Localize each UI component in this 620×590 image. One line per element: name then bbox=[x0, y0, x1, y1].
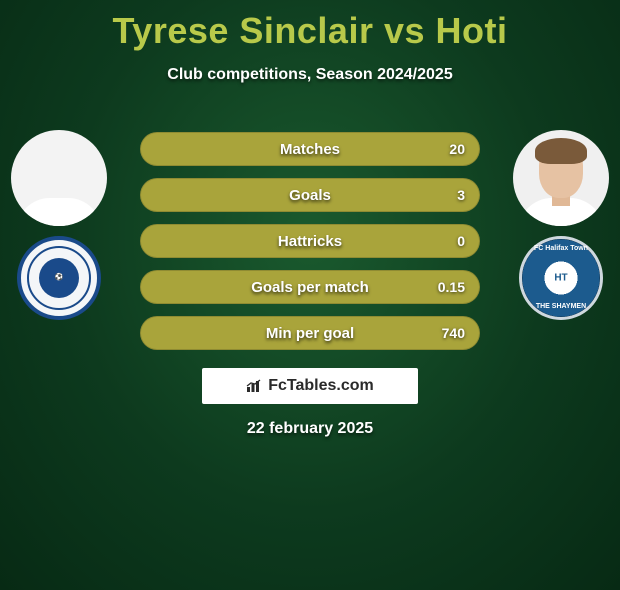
stat-label: Min per goal bbox=[141, 325, 479, 342]
left-column: ⚽ bbox=[4, 130, 114, 320]
right-column: FC Halifax Town HT THE SHAYMEN bbox=[506, 130, 616, 320]
stat-row: Matches20 bbox=[140, 132, 480, 166]
brand-label: FcTables.com bbox=[268, 377, 374, 395]
stat-row: Goals3 bbox=[140, 178, 480, 212]
player-right-avatar bbox=[513, 130, 609, 226]
page-title: Tyrese Sinclair vs Hoti bbox=[0, 10, 620, 52]
stat-label: Matches bbox=[141, 141, 479, 158]
stat-row: Goals per match0.15 bbox=[140, 270, 480, 304]
club-right-name-bot: THE SHAYMEN bbox=[522, 303, 600, 311]
stat-value-right: 3 bbox=[457, 187, 465, 203]
player-left-avatar bbox=[11, 130, 107, 226]
stat-label: Goals per match bbox=[141, 279, 479, 296]
stat-row: Min per goal740 bbox=[140, 316, 480, 350]
stat-value-right: 0 bbox=[457, 233, 465, 249]
club-right-logo: FC Halifax Town HT THE SHAYMEN bbox=[519, 236, 603, 320]
stat-label: Goals bbox=[141, 187, 479, 204]
stat-value-right: 20 bbox=[449, 141, 465, 157]
club-left-logo: ⚽ bbox=[17, 236, 101, 320]
stat-value-right: 740 bbox=[442, 325, 465, 341]
date-label: 22 february 2025 bbox=[0, 420, 620, 438]
stats-panel: Matches20 Goals3 Hattricks0 Goals per match… bbox=[140, 132, 480, 362]
stat-value-right: 0.15 bbox=[438, 279, 465, 295]
brand-tag[interactable]: FcTables.com bbox=[202, 368, 418, 404]
stat-row: Hattricks0 bbox=[140, 224, 480, 258]
chart-icon bbox=[246, 379, 264, 393]
club-right-name-top: FC Halifax Town bbox=[522, 245, 600, 253]
stat-label: Hattricks bbox=[141, 233, 479, 250]
page-subtitle: Club competitions, Season 2024/2025 bbox=[0, 66, 620, 84]
